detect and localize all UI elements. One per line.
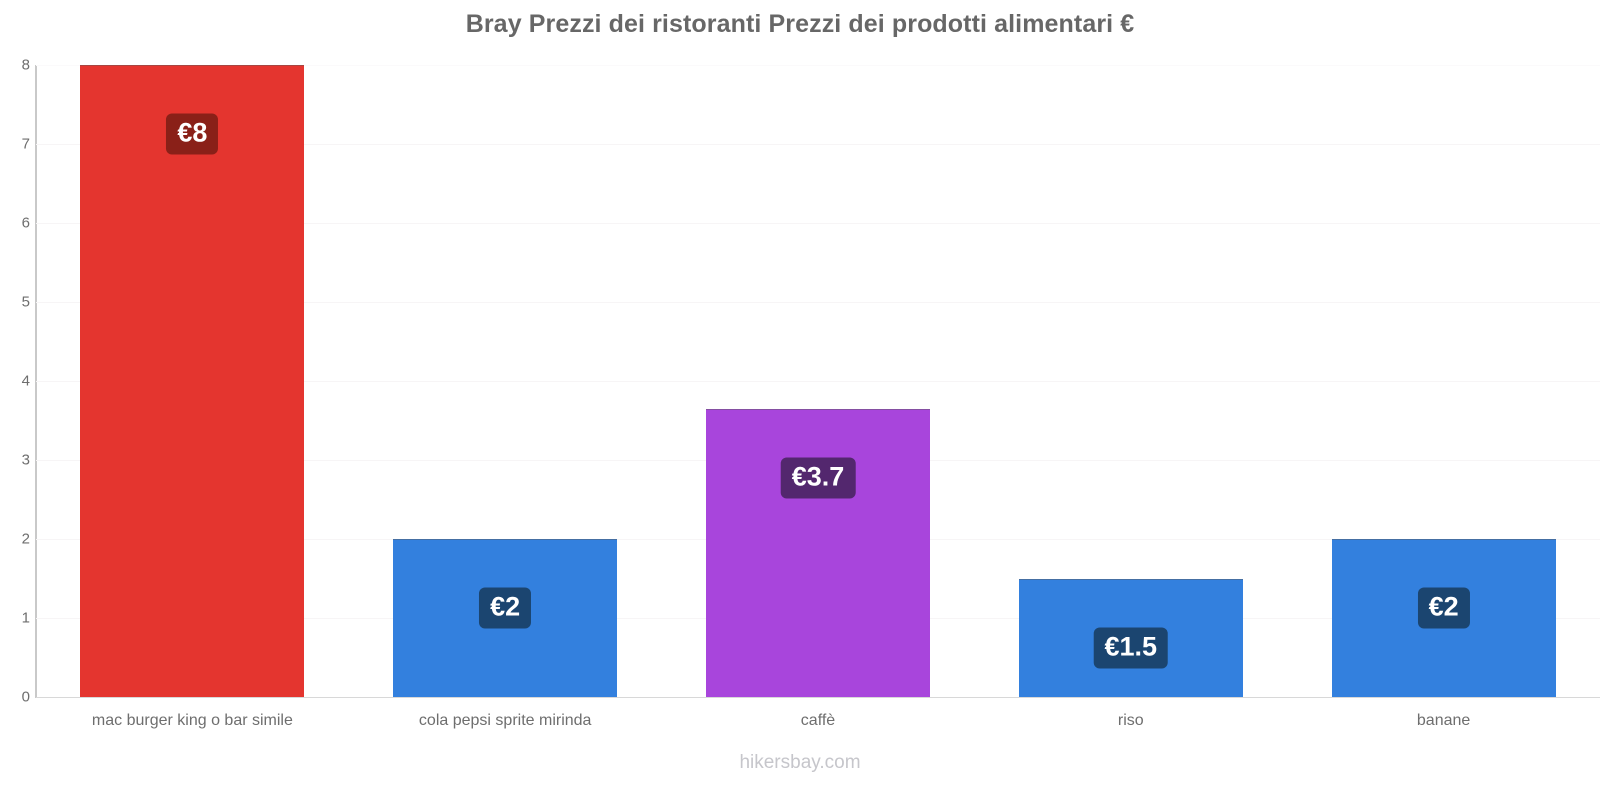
x-axis-category-label: cola pepsi sprite mirinda	[418, 712, 592, 729]
x-axis-category-label: riso	[1117, 712, 1144, 729]
bar-value-badge: €3.7	[780, 457, 856, 499]
gridline	[36, 302, 1600, 303]
y-axis-tick-label: 1	[21, 609, 30, 627]
y-axis-tick-label: 6	[21, 214, 30, 232]
bar[interactable]	[80, 65, 305, 697]
y-axis-tick-labels: 0 1 2 3 4 5 6 7 8	[0, 0, 30, 800]
plot-area: €8 €2 €3.7 €1.5 €2	[36, 65, 1600, 698]
footer-watermark: hikersbay.com	[739, 752, 861, 773]
bar-value-badge: €2	[479, 587, 532, 629]
y-axis-tick-label: 2	[21, 530, 30, 548]
x-axis-category-label: caffè	[800, 712, 836, 729]
bar-value-badge: €1.5	[1093, 627, 1169, 668]
x-axis-category-label: mac burger king o bar simile	[91, 712, 293, 729]
y-axis-tick-label: 7	[21, 135, 30, 153]
page-title: Bray Prezzi dei ristoranti Prezzi dei pr…	[465, 10, 1135, 38]
bar[interactable]	[706, 408, 930, 697]
x-axis-category-label: banane	[1416, 712, 1471, 729]
y-axis-tick-label: 4	[21, 372, 30, 390]
y-axis-tick-label: 0	[21, 688, 30, 706]
bar-value-badge: €2	[1417, 587, 1470, 629]
gridline	[36, 697, 1600, 698]
gridline	[36, 144, 1600, 145]
y-axis-tick-label: 3	[21, 451, 30, 469]
gridline	[36, 381, 1600, 382]
gridline	[36, 223, 1600, 224]
y-axis-tick-label: 8	[21, 56, 30, 74]
y-axis-tick-label: 5	[21, 293, 30, 311]
bar-value-badge: €8	[166, 113, 219, 155]
gridline	[36, 65, 1600, 66]
